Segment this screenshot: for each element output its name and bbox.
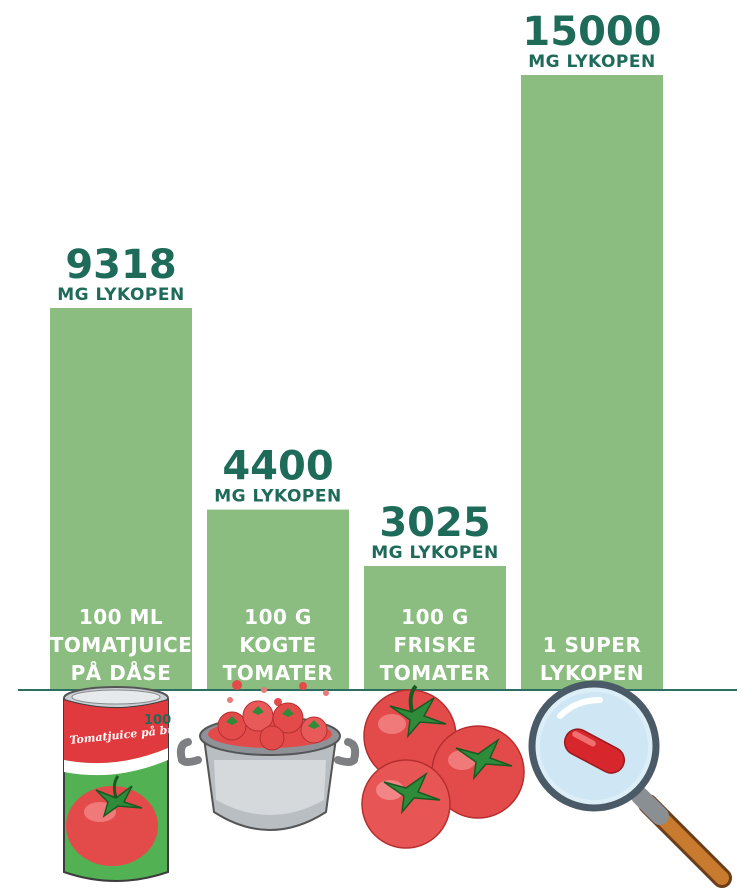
- bar: [50, 307, 192, 690]
- fresh-tomatoes-icon: [361, 684, 525, 849]
- bar-category-label: TOMATJUICE: [50, 633, 193, 657]
- bar: [207, 509, 349, 690]
- bar-category-label: 1 SUPER: [543, 633, 642, 657]
- bar-category-label: PÅ DÅSE: [71, 661, 172, 685]
- bar-value-label: 3025: [379, 500, 490, 546]
- bar-value-label: 15000: [522, 9, 661, 55]
- bar-category-label: TOMATER: [380, 661, 491, 685]
- bar-category-label: 100 ML: [79, 605, 163, 629]
- bar: [364, 565, 506, 690]
- bar-value-label: 9318: [65, 242, 176, 288]
- bar-category-label: FRISKE: [393, 633, 476, 657]
- bar-category-label: KOGTE: [239, 633, 316, 657]
- bar-category-label: 100 G: [401, 605, 469, 629]
- bar-value-label: 4400: [222, 444, 333, 490]
- bar-category-label: 100 G: [244, 605, 312, 629]
- icons-layer: 100 Tomatjuice på burk: [63, 680, 732, 888]
- bar-unit-label: MG LYKOPEN: [528, 52, 655, 72]
- bar-category-label: TOMATER: [223, 661, 334, 685]
- bar-unit-label: MG LYKOPEN: [214, 487, 341, 507]
- bar: [521, 75, 663, 690]
- bar-unit-label: MG LYKOPEN: [371, 543, 498, 563]
- bar-unit-label: MG LYKOPEN: [57, 285, 184, 305]
- magnifier-capsule-icon: [528, 680, 732, 888]
- can-number: 100: [144, 713, 171, 728]
- cooking-pot-tomatoes-icon: [176, 680, 360, 831]
- tomato-juice-can-icon: 100 Tomatjuice på burk: [63, 686, 190, 882]
